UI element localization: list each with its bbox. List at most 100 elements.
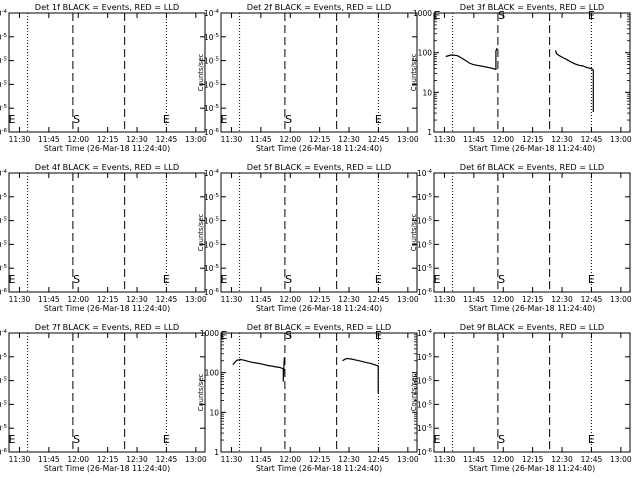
y-tick-label: 1 <box>427 128 432 137</box>
x-tick-label: 13:00 <box>397 455 419 464</box>
x-tick-label: 12:30 <box>338 135 360 144</box>
x-axis-label: Start Time (26-Mar-18 11:24:40) <box>469 144 595 153</box>
x-tick-label: 12:45 <box>368 295 390 304</box>
y-tick-label: 10-5 <box>0 264 8 273</box>
marker-label-e: E <box>433 9 440 22</box>
y-axis-label: Counts/sec <box>197 214 205 252</box>
x-tick-label: 12:45 <box>156 455 178 464</box>
x-tick-label: 12:30 <box>126 135 148 144</box>
x-tick-label: 12:00 <box>492 135 514 144</box>
chart-panel-7: Det 7f BLACK = Events, RED = LLD 11:30 11:… <box>0 322 207 473</box>
series-line-1 <box>445 47 498 71</box>
y-tick-label: 10-6 <box>417 448 433 457</box>
x-tick-label: 12:15 <box>97 135 119 144</box>
chart-panel-2: Det 2f BLACK = Events, RED = LLD 11:30 11:… <box>197 2 419 153</box>
marker-label-e: E <box>220 273 227 286</box>
x-tick-label: 13:00 <box>185 295 207 304</box>
x-tick-label: 11:30 <box>9 455 31 464</box>
x-tick-label: 11:30 <box>434 455 456 464</box>
y-tick-label: 10-5 <box>417 193 433 202</box>
x-tick-label: 11:45 <box>250 295 272 304</box>
x-tick-label: 12:45 <box>156 135 178 144</box>
x-tick-label: 12:30 <box>126 295 148 304</box>
y-tick-label: 10-5 <box>0 240 8 249</box>
x-tick-label: 12:00 <box>279 295 301 304</box>
marker-label-e: E <box>163 113 170 126</box>
chart-panel-3: Det 3f BLACK = Events, RED = LLD 11:30 11:… <box>410 2 632 153</box>
chart-panel-4: Det 4f BLACK = Events, RED = LLD 11:30 11:… <box>0 162 207 313</box>
chart-title: Det 5f BLACK = Events, RED = LLD <box>247 162 391 172</box>
x-tick-label: 12:15 <box>309 135 331 144</box>
x-tick-label: 13:00 <box>610 135 632 144</box>
chart-title: Det 3f BLACK = Events, RED = LLD <box>460 2 604 12</box>
marker-label-e: E <box>8 273 15 286</box>
y-tick-label: 10-5 <box>0 80 8 89</box>
x-tick-label: 12:30 <box>551 295 573 304</box>
chart-panel-9: Det 9f BLACK = Events, RED = LLD 11:30 11:… <box>410 322 632 473</box>
x-tick-label: 12:45 <box>156 295 178 304</box>
chart-title: Det 1f BLACK = Events, RED = LLD <box>35 2 179 12</box>
x-tick-label: 12:45 <box>581 295 603 304</box>
marker-label-e: E <box>163 273 170 286</box>
x-tick-label: 11:45 <box>38 135 60 144</box>
x-tick-label: 11:30 <box>9 295 31 304</box>
x-tick-label: 12:45 <box>368 135 390 144</box>
series-line-1 <box>232 357 285 382</box>
marker-label-s: S <box>498 9 505 22</box>
x-axis-label: Start Time (26-Mar-18 11:24:40) <box>469 464 595 473</box>
x-axis-label: Start Time (26-Mar-18 11:24:40) <box>44 304 170 313</box>
x-axis-label: Start Time (26-Mar-18 11:24:40) <box>44 464 170 473</box>
chart-title: Det 2f BLACK = Events, RED = LLD <box>247 2 391 12</box>
chart-panel-6: Det 6f BLACK = Events, RED = LLD 11:30 11:… <box>410 162 632 313</box>
y-tick-label: 10-5 <box>204 104 220 113</box>
y-tick-label: 100 <box>205 369 220 378</box>
x-tick-label: 11:30 <box>9 135 31 144</box>
x-tick-label: 12:00 <box>67 135 89 144</box>
chart-title: Det 4f BLACK = Events, RED = LLD <box>35 162 179 172</box>
x-tick-label: 12:15 <box>309 455 331 464</box>
plot-frame <box>220 332 418 453</box>
x-tick-label: 12:45 <box>581 135 603 144</box>
y-axis-label: Counts/sec <box>410 374 418 412</box>
marker-label-e: E <box>433 273 440 286</box>
y-tick-label: 10-6 <box>0 288 8 297</box>
x-tick-label: 13:00 <box>397 135 419 144</box>
y-axis-label: Counts/sec <box>197 54 205 92</box>
y-tick-label: 10-5 <box>417 377 433 386</box>
x-tick-label: 12:00 <box>492 455 514 464</box>
x-tick-label: 11:45 <box>38 455 60 464</box>
chart-title: Det 8f BLACK = Events, RED = LLD <box>247 322 391 332</box>
x-tick-label: 12:00 <box>279 135 301 144</box>
x-tick-label: 12:15 <box>97 455 119 464</box>
marker-label-e: E <box>375 113 382 126</box>
x-tick-label: 12:45 <box>368 455 390 464</box>
marker-label-e: E <box>220 329 227 342</box>
y-tick-label: 10-5 <box>417 353 433 362</box>
marker-label-s: S <box>285 113 292 126</box>
x-tick-label: 13:00 <box>397 295 419 304</box>
x-tick-label: 12:15 <box>522 135 544 144</box>
x-tick-label: 12:00 <box>279 455 301 464</box>
y-tick-label: 10-5 <box>0 424 8 433</box>
y-tick-label: 10-4 <box>0 329 8 338</box>
plot-frame <box>8 332 206 453</box>
y-tick-label: 10-6 <box>204 288 220 297</box>
y-tick-label: 1 <box>214 448 219 457</box>
y-tick-label: 10-6 <box>0 448 8 457</box>
y-tick-label: 10-5 <box>204 217 220 226</box>
marker-label-e: E <box>375 273 382 286</box>
y-tick-label: 10-5 <box>417 240 433 249</box>
plot-frame <box>220 12 418 133</box>
y-tick-label: 10-5 <box>417 217 433 226</box>
y-tick-label: 10-5 <box>204 264 220 273</box>
y-tick-label: 10-5 <box>204 57 220 66</box>
plot-frame <box>220 172 418 293</box>
x-tick-label: 13:00 <box>610 295 632 304</box>
y-tick-label: 10-5 <box>204 240 220 249</box>
x-tick-label: 12:15 <box>522 295 544 304</box>
chart-panel-5: Det 5f BLACK = Events, RED = LLD 11:30 11:… <box>197 162 419 313</box>
plot-frame <box>8 172 206 293</box>
x-tick-label: 12:15 <box>309 295 331 304</box>
marker-label-s: S <box>73 113 80 126</box>
